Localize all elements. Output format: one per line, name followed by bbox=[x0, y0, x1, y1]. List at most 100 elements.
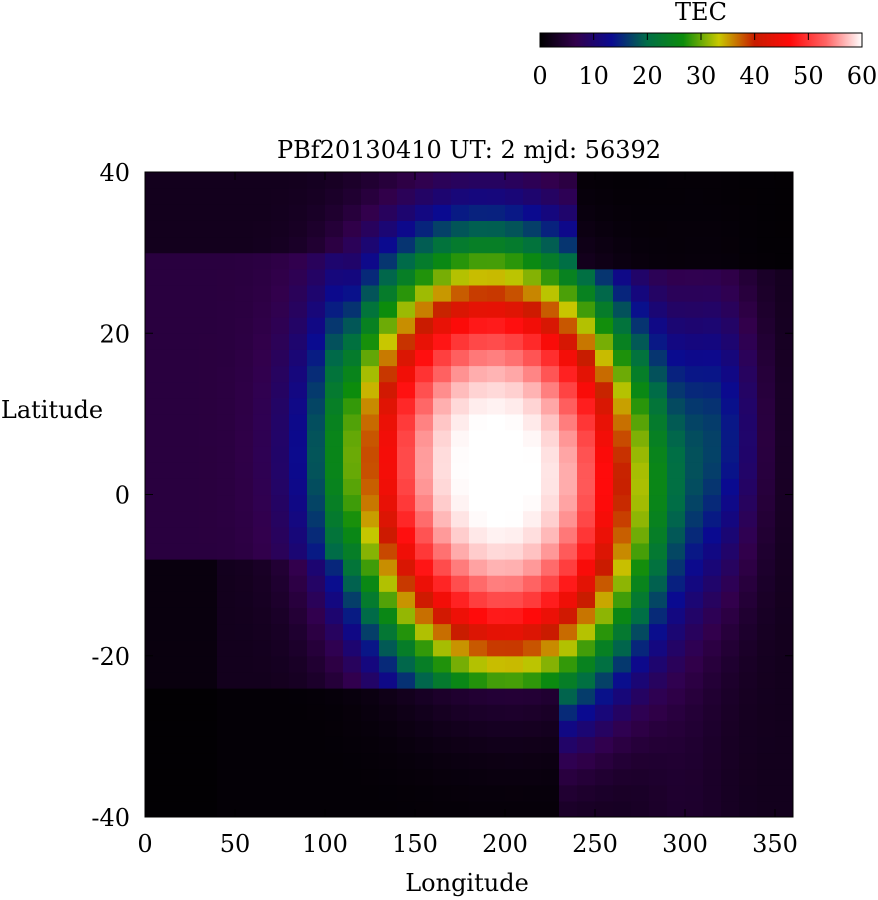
heatmap-cell bbox=[721, 510, 740, 528]
heatmap-cell bbox=[289, 704, 308, 721]
heatmap-cell bbox=[397, 284, 416, 302]
heatmap-cell bbox=[469, 542, 488, 560]
heatmap-cell bbox=[289, 172, 308, 189]
heatmap-cell bbox=[721, 365, 740, 383]
heatmap-cell bbox=[415, 704, 434, 721]
heatmap-cell bbox=[469, 688, 488, 705]
heatmap-cell bbox=[361, 317, 380, 334]
heatmap-cell bbox=[757, 526, 776, 544]
heatmap-cell bbox=[145, 752, 164, 770]
heatmap-cell bbox=[595, 591, 614, 608]
heatmap-cell bbox=[361, 639, 380, 657]
heatmap-cell bbox=[505, 333, 524, 350]
heatmap-cell bbox=[325, 349, 344, 367]
heatmap-cell bbox=[199, 784, 218, 802]
heatmap-cell bbox=[415, 381, 434, 399]
heatmap-cell bbox=[541, 268, 560, 286]
heatmap-cell bbox=[325, 526, 344, 544]
heatmap-cell bbox=[559, 430, 578, 447]
heatmap-cell bbox=[667, 284, 686, 302]
heatmap-cell bbox=[145, 655, 164, 673]
heatmap-cell bbox=[559, 220, 578, 238]
heatmap-cell bbox=[397, 736, 416, 754]
heatmap-cell bbox=[289, 204, 308, 221]
heatmap-cell bbox=[613, 607, 632, 625]
heatmap-cell bbox=[739, 365, 758, 383]
heatmap-cell bbox=[253, 462, 272, 479]
heatmap-cell bbox=[271, 478, 290, 496]
heatmap-cell bbox=[379, 413, 398, 431]
heatmap-cell bbox=[343, 381, 362, 399]
heatmap-cell bbox=[685, 591, 704, 608]
heatmap-cell bbox=[325, 575, 344, 592]
heatmap-cell bbox=[577, 397, 596, 415]
heatmap-cell bbox=[397, 365, 416, 383]
heatmap-cell bbox=[577, 768, 596, 786]
heatmap-cell bbox=[145, 284, 164, 302]
heatmap-cell bbox=[361, 720, 380, 737]
heatmap-cell bbox=[685, 220, 704, 238]
heatmap-cell bbox=[577, 236, 596, 254]
heatmap-cell bbox=[469, 172, 488, 189]
heatmap-cell bbox=[577, 301, 596, 318]
heatmap-cell bbox=[559, 365, 578, 383]
heatmap-cell bbox=[235, 413, 254, 431]
heatmap-cell bbox=[433, 655, 452, 673]
heatmap-cell bbox=[649, 591, 668, 608]
heatmap-cell bbox=[451, 349, 470, 367]
heatmap-cell bbox=[379, 720, 398, 737]
heatmap-cell bbox=[415, 655, 434, 673]
heatmap-cell bbox=[505, 768, 524, 786]
heatmap-cell bbox=[613, 204, 632, 221]
heatmap-cell bbox=[289, 510, 308, 528]
heatmap-cell bbox=[451, 575, 470, 592]
heatmap-cell bbox=[451, 671, 470, 689]
heatmap-cell bbox=[397, 349, 416, 367]
heatmap-cell bbox=[649, 704, 668, 721]
heatmap-cell bbox=[199, 268, 218, 286]
heatmap-cell bbox=[595, 446, 614, 463]
heatmap-cell bbox=[361, 397, 380, 415]
heatmap-cell bbox=[523, 559, 542, 576]
heatmap-cell bbox=[307, 720, 326, 737]
heatmap-cell bbox=[307, 462, 326, 479]
heatmap-cell bbox=[505, 720, 524, 737]
heatmap-cell bbox=[649, 736, 668, 754]
heatmap-cell bbox=[577, 220, 596, 238]
heatmap-cell bbox=[253, 752, 272, 770]
heatmap-cell bbox=[739, 220, 758, 238]
heatmap-cell bbox=[703, 430, 722, 447]
heatmap-cell bbox=[775, 607, 793, 625]
heatmap-cell bbox=[415, 575, 434, 592]
heatmap-cell bbox=[721, 671, 740, 689]
heatmap-cell bbox=[631, 800, 650, 817]
heatmap-cell bbox=[325, 704, 344, 721]
heatmap-cell bbox=[757, 639, 776, 657]
heatmap-cell bbox=[541, 607, 560, 625]
heatmap-cell bbox=[325, 494, 344, 512]
heatmap-cell bbox=[181, 768, 200, 786]
heatmap-cell bbox=[415, 268, 434, 286]
heatmap-cell bbox=[757, 430, 776, 447]
heatmap-cell bbox=[253, 204, 272, 221]
heatmap-cell bbox=[235, 607, 254, 625]
heatmap-cell bbox=[613, 365, 632, 383]
heatmap-cell bbox=[469, 494, 488, 512]
heatmap-cell bbox=[235, 478, 254, 496]
heatmap-cell bbox=[631, 623, 650, 641]
heatmap-cell bbox=[703, 784, 722, 802]
heatmap-cell bbox=[559, 462, 578, 479]
heatmap-cell bbox=[181, 736, 200, 754]
heatmap-cell bbox=[541, 365, 560, 383]
heatmap-cell bbox=[325, 381, 344, 399]
heatmap-cell bbox=[325, 333, 344, 350]
heatmap-cell bbox=[253, 252, 272, 270]
heatmap-cell bbox=[199, 752, 218, 770]
heatmap-cell bbox=[325, 236, 344, 254]
heatmap-cell bbox=[577, 446, 596, 463]
heatmap-cell bbox=[595, 397, 614, 415]
heatmap-cell bbox=[685, 462, 704, 479]
heatmap-cell bbox=[145, 349, 164, 367]
colorbar: TEC 0 10 20 30 40 50 60 bbox=[532, 0, 877, 90]
heatmap-cell bbox=[505, 188, 524, 205]
